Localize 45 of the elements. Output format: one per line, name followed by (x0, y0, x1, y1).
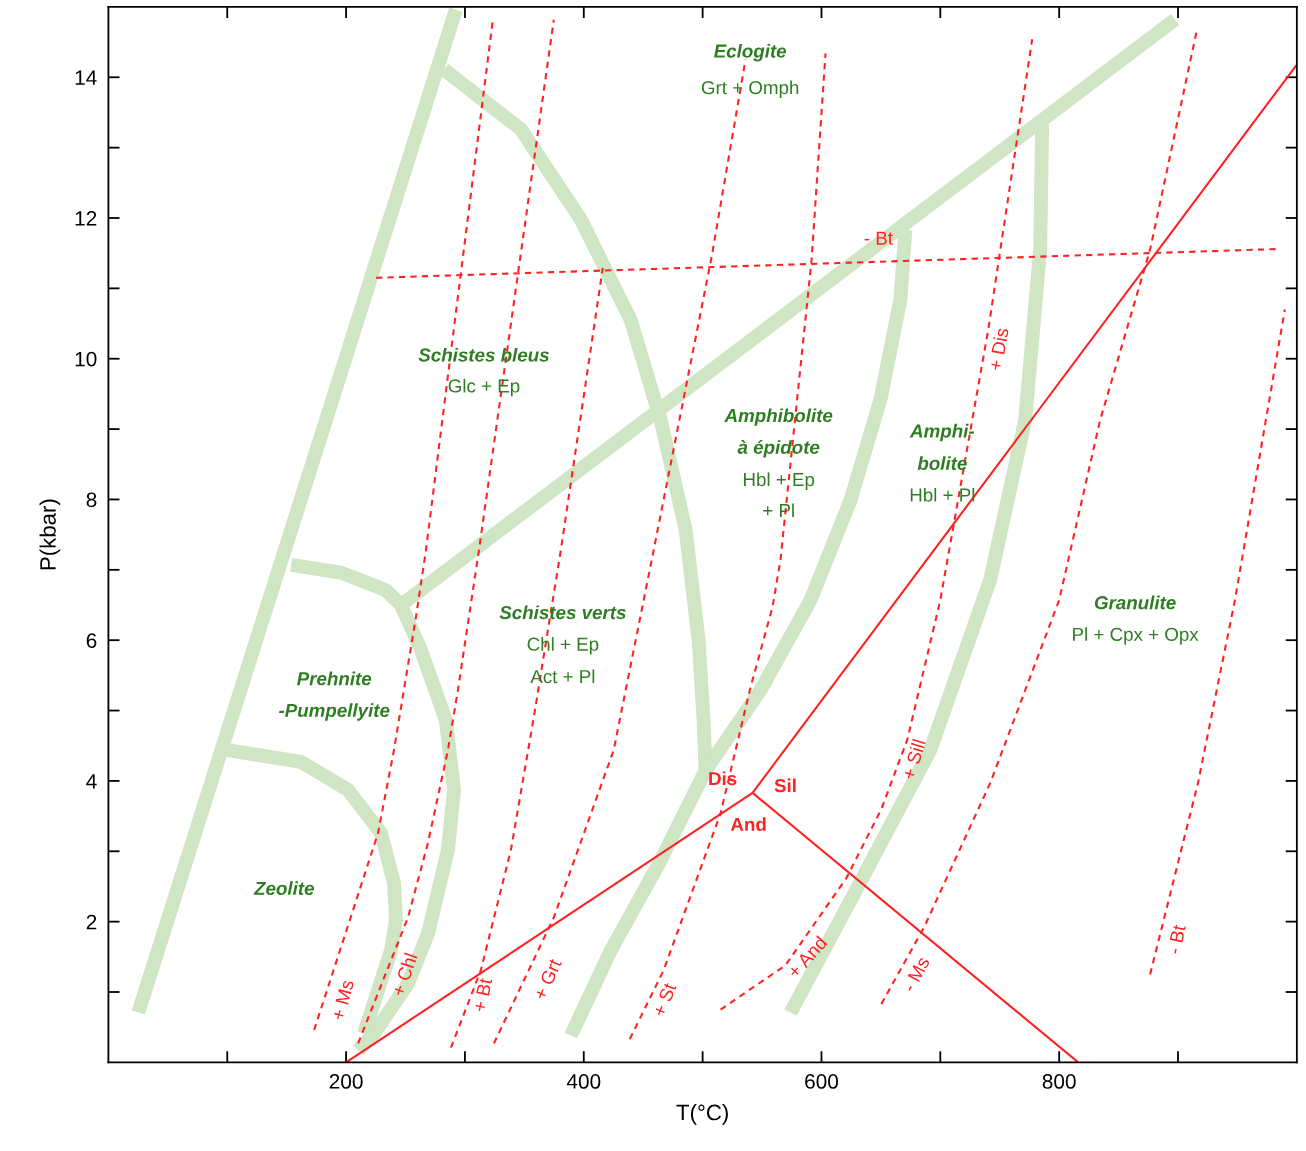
y-tick-label: 4 (86, 774, 97, 789)
annotation: - Bt (1167, 924, 1186, 955)
annotation: + Sill (901, 738, 926, 781)
y-tick-label: 6 (86, 633, 97, 648)
annotation: + St (652, 981, 677, 1018)
annotation: Dis (709, 771, 737, 786)
annotation: And (730, 817, 766, 831)
annotation: Amphibolite (724, 408, 833, 426)
y-tick-label: 10 (75, 351, 97, 367)
annotation: Schistes verts (499, 605, 626, 620)
annotation: Sil (774, 778, 796, 793)
annotation: Amphi- (909, 423, 975, 442)
annotation: + Dis (988, 327, 1009, 371)
annotation: + Pl (763, 503, 794, 517)
annotation: + Ms (331, 979, 355, 1021)
y-tick-label: 12 (75, 211, 97, 226)
annotation: Zeolite (253, 881, 314, 896)
annotation: Hbl + Ep (744, 472, 815, 490)
annotation: Glc + Ep (448, 378, 520, 397)
x-tick-label: 600 (805, 1074, 839, 1089)
annotation: Act + Pl (530, 669, 595, 684)
annotation: Hbl + Pl (910, 487, 975, 502)
annotation: Granulite (1094, 595, 1176, 610)
annotation: Chl + Ep (527, 637, 599, 655)
annotation: + Bt (472, 977, 493, 1013)
x-tick-label: 800 (1042, 1074, 1076, 1089)
x-tick-label: 400 (566, 1074, 601, 1089)
y-axis-title: P(kbar) (39, 499, 61, 570)
annotation: Grt + Omph (701, 80, 799, 98)
annotation: bolite (917, 456, 967, 471)
annotation: -Pumpellyite (278, 703, 390, 721)
annotation: - Bt (864, 231, 893, 245)
annotation: Pl + Cpx + Opx (1073, 627, 1199, 645)
x-axis-title: T(°C) (676, 1104, 728, 1125)
annotation: Prehnite (297, 671, 372, 686)
annotation: Schistes bleus (418, 347, 549, 362)
annotation: Eclogite (714, 43, 787, 62)
annotation: + Grt (533, 957, 562, 1001)
y-tick-label: 2 (86, 914, 97, 930)
y-tick-label: 8 (86, 492, 97, 508)
annotation: à épidote (737, 439, 820, 458)
x-tick-label: 200 (329, 1074, 363, 1089)
y-tick-label: 14 (75, 70, 97, 85)
annotation: - Ms (902, 955, 931, 993)
annotation: + Chl (390, 952, 418, 997)
